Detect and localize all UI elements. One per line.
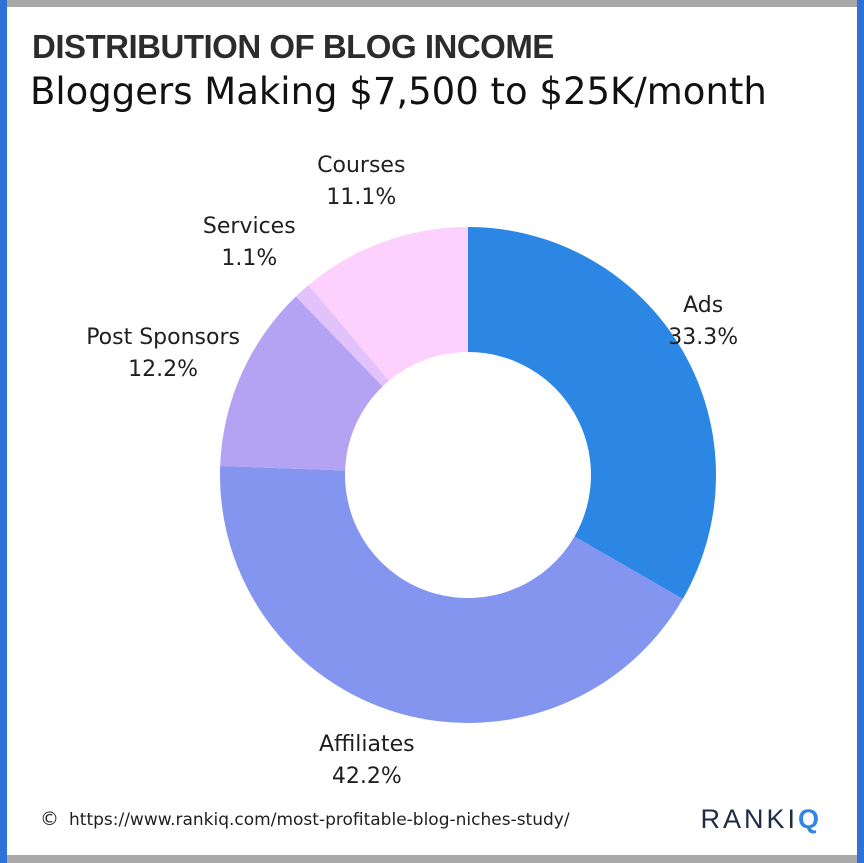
slice-affiliates	[219, 466, 683, 723]
slice-label-group: Affiliates 42.2%	[319, 732, 415, 789]
slice-labels: Ads 33.3% Affiliates 42.2% Post Sponsors 12.2…	[86, 153, 738, 789]
brand-wordmark: RANKI	[700, 804, 798, 834]
frame-top-border	[0, 0, 864, 7]
slice-label-group: Ads 33.3%	[668, 293, 738, 350]
frame-left-border	[0, 0, 7, 863]
slice-label-value: 12.2%	[128, 357, 198, 382]
slice-courses	[308, 227, 468, 381]
source-line: © https://www.rankiq.com/most-profitable-…	[40, 808, 570, 830]
brand-logo: RANKIQ	[700, 804, 822, 835]
chart-subtitle: Bloggers Making $7,500 to $25K/month	[30, 70, 767, 113]
slice-label-name: Affiliates	[319, 732, 415, 757]
slice-label-name: Services	[203, 214, 296, 239]
slice-label-value: 33.3%	[668, 325, 738, 350]
slice-post-sponsors	[220, 296, 383, 471]
slice-label-group: Post Sponsors 12.2%	[86, 325, 240, 382]
copyright-icon: ©	[40, 808, 59, 830]
slice-label-value: 11.1%	[326, 185, 396, 210]
slice-label-group: Services 1.1%	[203, 214, 296, 271]
slice-ads	[468, 227, 716, 599]
slice-label-name: Post Sponsors	[86, 325, 240, 350]
slice-label-group: Courses 11.1%	[317, 153, 405, 210]
source-url: https://www.rankiq.com/most-profitable-b…	[69, 810, 570, 830]
slice-services	[295, 285, 389, 387]
frame-right-border	[857, 0, 864, 863]
frame-bottom-border	[0, 855, 864, 863]
brand-accent-letter: Q	[797, 804, 822, 834]
slice-label-name: Ads	[683, 293, 723, 318]
slice-label-value: 42.2%	[332, 764, 402, 789]
chart-title: DISTRIBUTION OF BLOG INCOME	[32, 28, 554, 65]
donut-slices	[219, 227, 716, 723]
slice-label-value: 1.1%	[221, 246, 277, 271]
slice-label-name: Courses	[317, 153, 405, 178]
